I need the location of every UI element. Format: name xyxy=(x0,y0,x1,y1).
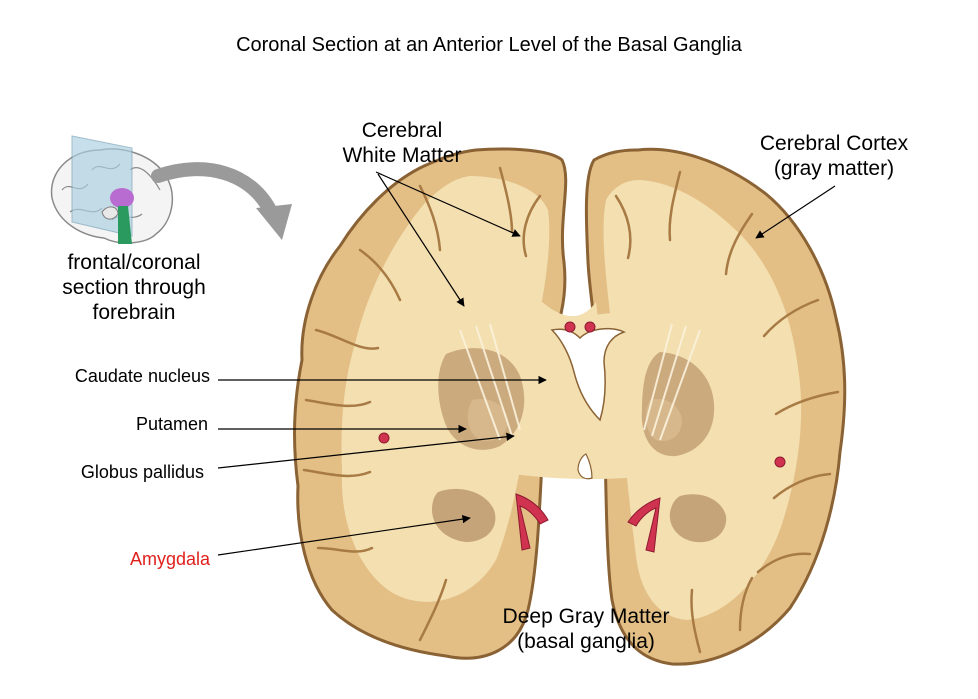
pointer-cortex xyxy=(755,185,836,239)
coronal-brain-section xyxy=(293,147,847,666)
diagram-title: Coronal Section at an Anterior Level of … xyxy=(236,34,742,56)
curved-arrow-icon xyxy=(151,162,292,240)
deep-gray-matter-label: Deep Gray Matter (basal ganglia) xyxy=(466,604,706,654)
pointer-lines xyxy=(217,171,836,556)
globus-pallidus-label: Globus pallidus xyxy=(80,462,204,482)
inset-brain-illustration xyxy=(50,135,174,244)
cortex-line-2: (gray matter) xyxy=(773,157,895,180)
pointer-amygdala xyxy=(217,514,471,556)
deep-gray-line-1: Deep Gray Matter xyxy=(502,605,670,628)
inset-caption-line-1: frontal/coronal xyxy=(67,251,201,274)
inset-caption: frontal/coronal section through forebrai… xyxy=(34,250,234,325)
pointer-white-matter-2 xyxy=(377,173,465,307)
amygdala-label: Amygdala xyxy=(129,549,210,569)
deep-gray-line-2: (basal ganglia) xyxy=(517,630,655,653)
caudate-label: Caudate nucleus xyxy=(74,366,210,386)
white-matter-label: Cerebral White Matter xyxy=(302,118,502,168)
cortex-label: Cerebral Cortex (gray matter) xyxy=(724,131,944,181)
white-matter-line-2: White Matter xyxy=(342,144,462,167)
inset-caption-line-3: forebrain xyxy=(92,301,176,324)
putamen-label: Putamen xyxy=(135,414,208,434)
white-matter-line-1: Cerebral xyxy=(361,119,443,142)
cortex-line-1: Cerebral Cortex xyxy=(759,132,909,155)
pointer-white-matter-1 xyxy=(375,171,521,237)
pointer-globus xyxy=(217,432,515,469)
inset-caption-line-2: section through xyxy=(62,276,206,299)
